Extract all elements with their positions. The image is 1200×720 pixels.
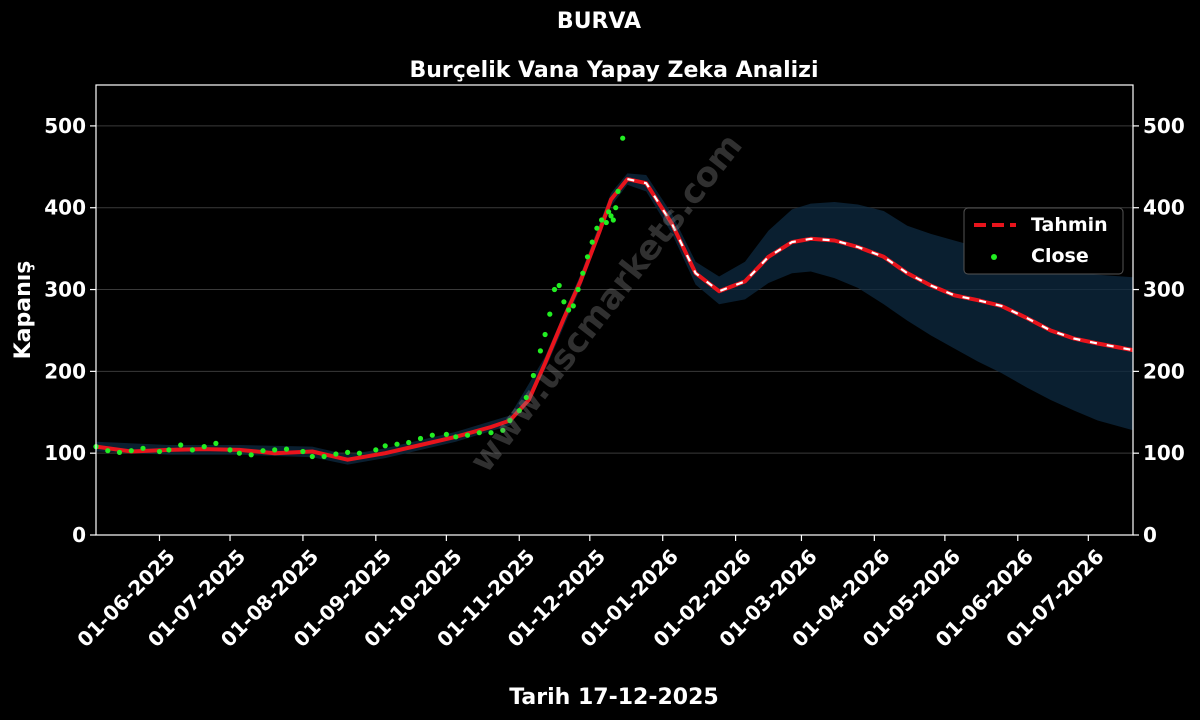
close-point [599,217,605,223]
close-points-layer [93,135,626,460]
legend-label-tahmin: Tahmin [1031,214,1108,236]
y-tick-label-left: 0 [72,523,86,547]
chart-subtitle: Burçelik Vana Yapay Zeka Analizi [409,58,818,83]
close-point [584,254,591,260]
y-tick-label-right: 500 [1143,114,1185,138]
close-point [227,447,233,453]
close-point [406,439,412,446]
close-point [589,239,595,245]
y-axis-label: Kapanış [11,261,36,360]
close-point [610,217,616,223]
close-point [561,299,567,305]
confidence-band-area [96,173,1133,465]
y-tick-label-left: 200 [44,359,86,383]
x-axis: 01-06-202501-07-202501-08-202501-09-2025… [72,535,1109,652]
y-tick-label-left: 500 [44,114,86,138]
close-point [345,449,351,455]
close-point [373,447,379,453]
close-point [537,348,544,354]
close-point [488,430,494,436]
close-point [443,431,449,437]
close-point [575,286,581,293]
close-point [156,448,163,455]
close-point [394,441,400,447]
legend: Tahmin Close [963,207,1124,275]
close-point [272,447,278,453]
close-point [542,331,548,338]
close-point [189,447,195,453]
close-point [248,452,254,458]
close-point [570,303,576,309]
close-point [382,443,388,449]
close-point [500,427,506,433]
forecast-line-layer [95,177,1134,462]
close-point [333,451,339,457]
close-point [300,448,306,455]
y-tick-label-right: 200 [1143,359,1185,383]
close-point [260,448,266,454]
close-point [309,453,315,460]
close-point [236,450,242,456]
close-point [556,282,562,289]
close-point [606,209,612,215]
close-point [105,448,111,454]
close-point [166,447,172,453]
close-point [566,307,572,313]
legend-swatch-close [991,254,997,260]
y-tick-label-right: 300 [1143,278,1185,302]
close-point [201,444,207,450]
confidence-band [96,173,1133,465]
close-point [620,135,626,141]
close-point [580,270,586,276]
close-point [523,394,529,401]
close-point [547,311,553,317]
close-point [530,372,537,379]
forecast-line-dash [627,178,1134,352]
close-point [140,445,146,451]
close-point [551,286,558,293]
close-point [116,449,123,455]
close-point [417,435,424,442]
close-point [464,432,471,438]
close-point [603,219,609,226]
y-tick-label-right: 0 [1143,523,1157,547]
y-tick-label-left: 300 [44,278,86,302]
legend-label-close: Close [1031,245,1089,267]
close-point [429,432,435,438]
plot-area: www.uscmarkets.com [93,84,1134,536]
close-point [594,225,600,231]
y-tick-label-right: 400 [1143,196,1185,220]
y-tick-label-left: 400 [44,196,86,220]
y-tick-label-right: 100 [1143,441,1185,465]
y-tick-label-left: 100 [44,441,86,465]
chart-title: BURVA [557,9,641,34]
close-point [516,408,522,414]
y-axis-left: 0 100 200 300 400 500 [44,114,96,547]
close-point [608,213,614,219]
close-point [476,430,482,436]
x-axis-label: Tarih 17-12-2025 [509,685,718,710]
close-point [615,188,621,194]
close-point [321,453,327,460]
close-point [283,446,290,452]
close-point [128,448,134,454]
close-point [356,450,362,456]
plot-frame [95,84,1134,536]
close-point [453,434,459,440]
close-point [178,442,184,448]
close-point [507,417,513,424]
close-point [613,205,619,211]
y-axis-right: 0 100 200 300 400 500 [1133,114,1185,547]
close-point [213,440,219,446]
